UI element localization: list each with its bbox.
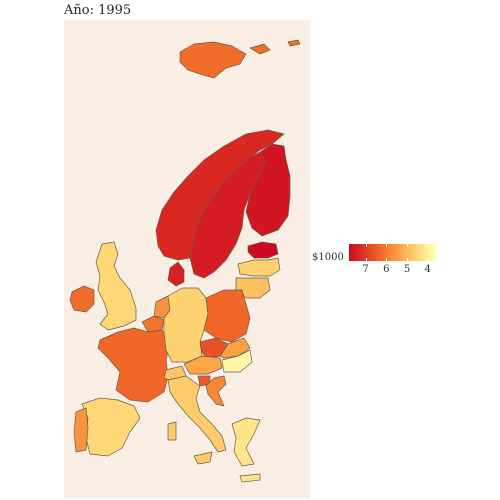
Latvia[interactable] [237,257,281,277]
Svalbard-islet[interactable] [249,43,271,55]
Belgium[interactable] [141,315,165,333]
color-legend: $1000 7 6 5 4 [312,240,442,280]
United-Kingdom[interactable] [95,241,137,331]
Norway[interactable] [155,129,285,261]
Hungary[interactable] [221,349,253,373]
Poland[interactable] [203,289,251,343]
Italy[interactable] [167,375,227,453]
legend-tick-mark [427,244,429,247]
legend-tick-mark [365,258,367,261]
Svalbard-islet-2[interactable] [287,39,301,47]
legend-tick-label: 6 [383,264,390,275]
legend-tick-mark [407,244,408,247]
legend-tick-mark [386,258,388,261]
map-title: Año: 1995 [64,3,132,18]
France[interactable] [97,327,171,403]
Finland[interactable] [245,143,291,237]
Greece[interactable] [231,417,261,467]
choropleth-map [69,39,301,483]
map-panel [64,20,310,498]
Crete[interactable] [239,473,261,483]
legend-colorbar [349,244,436,261]
Spain[interactable] [81,397,141,457]
Sardinia[interactable] [167,421,177,441]
Denmark[interactable] [167,261,185,287]
legend-tick-mark [427,258,429,261]
Croatia[interactable] [205,375,227,407]
legend-tick-mark [407,258,408,261]
Portugal[interactable] [73,407,89,453]
legend-title: $1000 [312,252,344,263]
Estonia[interactable] [247,241,279,259]
Sicily[interactable] [193,451,213,465]
Germany[interactable] [163,287,209,363]
legend-tick-mark [365,244,367,247]
Austria[interactable] [183,355,223,375]
legend-tick-label: 7 [362,264,369,275]
Ireland[interactable] [69,285,95,313]
legend-tick-label: 5 [403,264,411,275]
legend-tick-label: 4 [424,264,431,275]
legend-tick-mark [386,244,388,247]
Svalbard[interactable] [179,41,247,79]
